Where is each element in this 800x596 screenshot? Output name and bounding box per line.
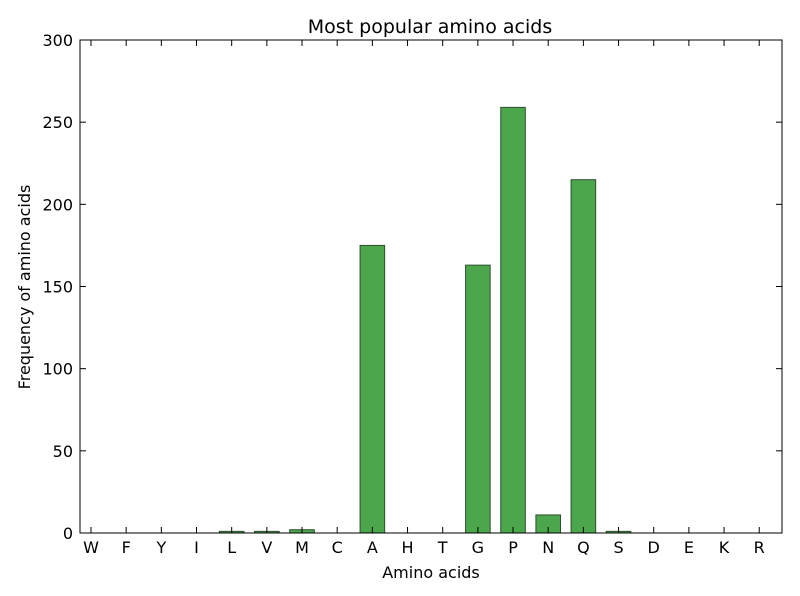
x-tick-label-S: S bbox=[613, 538, 623, 557]
chart-title: Most popular amino acids bbox=[308, 16, 552, 38]
x-axis-title: Amino acids bbox=[382, 563, 480, 582]
y-tick-label: 150 bbox=[42, 278, 73, 297]
bar-Q bbox=[570, 179, 597, 534]
x-tick-label-M: M bbox=[295, 538, 309, 557]
y-axis-title: Frequency of amino acids bbox=[15, 185, 34, 390]
x-tick-label-L: L bbox=[227, 538, 236, 557]
x-tick-label-Y: Y bbox=[155, 538, 166, 557]
x-tick-label-D: D bbox=[648, 538, 660, 557]
y-tick-label: 50 bbox=[53, 442, 73, 461]
y-tick-label: 100 bbox=[42, 360, 73, 379]
bar-A bbox=[359, 244, 386, 534]
y-tick-label: 250 bbox=[42, 113, 73, 132]
bars-group bbox=[218, 106, 632, 534]
y-axis-ticks: 0 50 100 150 200 250 300 bbox=[42, 31, 782, 543]
x-tick-label-W: W bbox=[83, 538, 99, 557]
x-tick-label-C: C bbox=[332, 538, 343, 557]
x-tick-label-N: N bbox=[542, 538, 554, 557]
y-tick-label: 300 bbox=[42, 31, 73, 50]
x-tick-label-F: F bbox=[122, 538, 131, 557]
bar-G bbox=[465, 264, 491, 534]
x-tick-label-P: P bbox=[508, 538, 518, 557]
x-tick-label-A: A bbox=[367, 538, 378, 557]
x-tick-label-I: I bbox=[194, 538, 199, 557]
x-tick-label-K: K bbox=[719, 538, 730, 557]
x-tick-label-E: E bbox=[684, 538, 694, 557]
x-tick-label-H: H bbox=[402, 538, 414, 557]
y-tick-label: 200 bbox=[42, 195, 73, 214]
x-tick-label-G: G bbox=[472, 538, 484, 557]
x-tick-label-V: V bbox=[261, 538, 272, 557]
x-tick-label-T: T bbox=[437, 538, 448, 557]
y-tick-label: 0 bbox=[63, 524, 73, 543]
bar-P bbox=[500, 106, 526, 534]
x-tick-label-R: R bbox=[754, 538, 765, 557]
x-tick-label-Q: Q bbox=[577, 538, 590, 557]
